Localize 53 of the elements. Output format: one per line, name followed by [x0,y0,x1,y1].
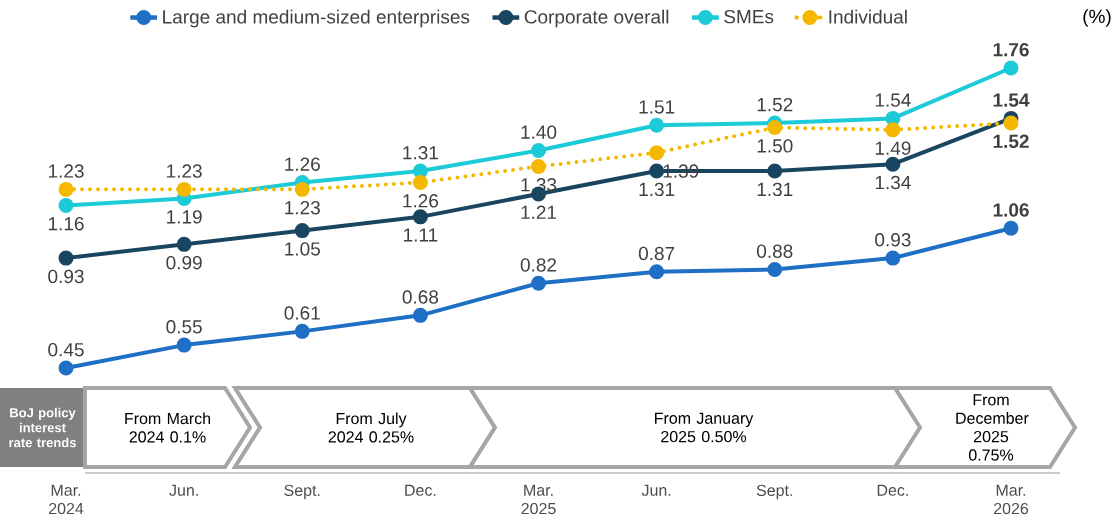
data-label: 0.87 [638,246,675,261]
data-label: 0.93 [875,233,911,247]
x-tick-label: Mar. 2024 [49,484,84,515]
data-label: 1.19 [167,210,202,224]
data-label: 0.99 [166,255,202,270]
data-label: 1.54 [993,93,1030,107]
data-label: 1.06 [993,203,1029,217]
data-label: 1.76 [993,42,1029,57]
data-label: 0.88 [757,244,793,258]
data-label: 1.11 [404,228,438,242]
data-label: 0.61 [284,306,320,320]
data-label: 1.26 [403,194,439,208]
text: From July 2024 0.25% [328,412,414,443]
data-label: 1.21 [521,205,557,219]
data-label: 0.68 [402,290,439,304]
data-label: 0.82 [520,258,557,272]
data-label: 1.52 [993,134,1029,149]
data-label: 1.34 [875,175,911,190]
x-tick-label: Sept. [756,484,792,500]
data-label: 1.05 [285,242,320,256]
data-label: 1.31 [639,182,675,197]
data-label: 1.40 [521,125,557,139]
y-axis-title: (%) [1083,9,1111,27]
data-label: 0.93 [48,269,84,284]
x-tick-label: Dec. [405,484,436,496]
x-tick-label: Jun. [169,484,198,496]
data-label: 1.52 [757,97,793,112]
text: BoJ policy interest rate trends [9,407,76,448]
x-tick-label: Sept. [284,484,320,500]
x-tick-label: Mar. 2026 [994,484,1029,515]
data-label: 1.51 [639,100,675,114]
data-label: 1.31 [403,146,438,160]
legend-label: Individual [829,9,907,24]
legend-label: Large and medium-sized enterprises [163,9,470,28]
text: From January 2025 0.50% [655,412,754,443]
text: From March 2024 0.1% [125,412,211,443]
legend-label: Corporate overall [524,9,669,28]
data-label: 0.45 [48,342,84,357]
data-label: 0.55 [166,320,202,334]
data-label: 1.23 [167,164,202,178]
data-label: 1.26 [285,157,320,171]
data-label: 1.31 [757,182,793,197]
data-label: 1.23 [48,164,84,178]
data-label: 1.54 [875,93,911,107]
data-label: 1.23 [285,200,320,215]
text: From December 2025 0.75% [956,394,1029,461]
x-tick-label: Dec. [877,484,908,496]
x-tick-label: Mar. 2025 [521,484,556,515]
data-label: 1.50 [757,139,793,153]
legend-label: SMEs [724,9,774,24]
x-tick-label: Jun. [641,484,671,496]
data-label: 1.16 [48,217,84,231]
data-label: 1.49 [875,141,911,155]
